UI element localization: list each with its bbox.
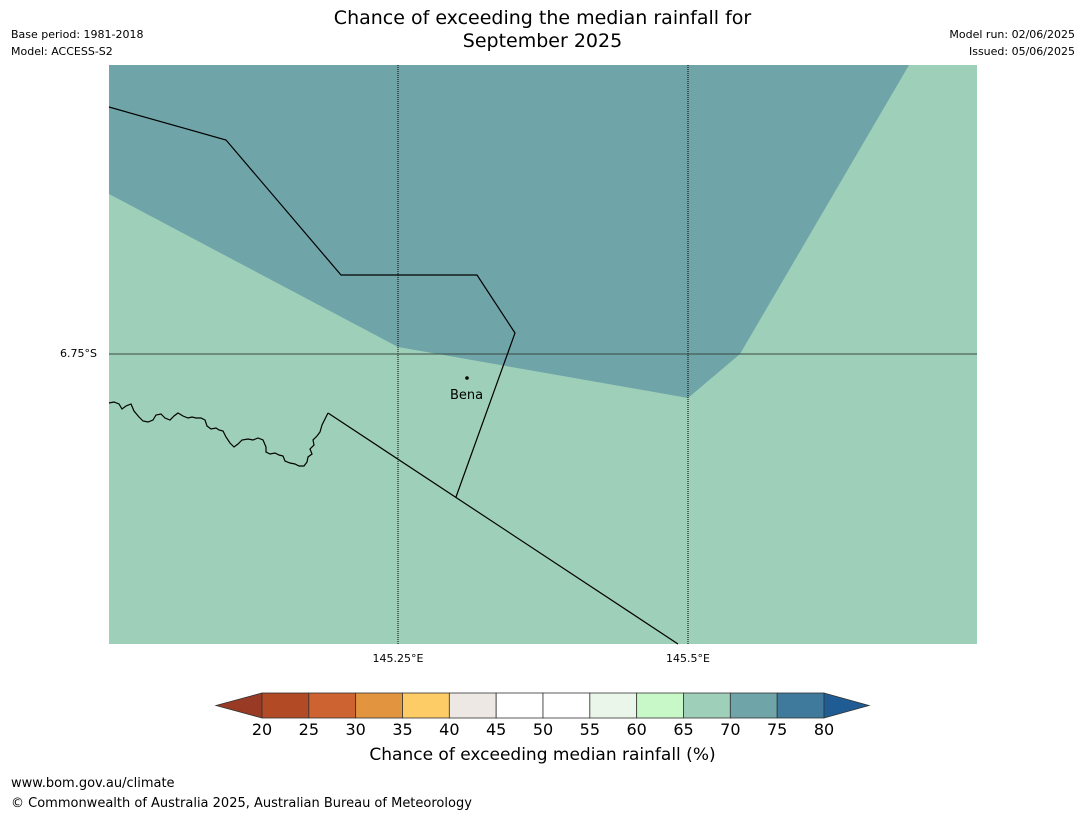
title-line-1: Chance of exceeding the median rainfall … <box>333 7 752 29</box>
colorbar-tick-45: 45 <box>485 720 507 739</box>
colorbar-tick-25: 25 <box>298 720 320 739</box>
region-70-75 <box>109 65 909 398</box>
colorbar-tick-75: 75 <box>766 720 788 739</box>
model-text: Model: ACCESS-S2 <box>11 45 113 58</box>
colorbar-tick-65: 65 <box>673 720 694 739</box>
colorbar-tick-30: 30 <box>345 720 366 739</box>
title-line-2: September 2025 <box>462 30 623 52</box>
footer-url: www.bom.gov.au/climate <box>11 776 175 791</box>
colorbar-bin-30-35 <box>355 692 403 719</box>
colorbar-tick-50: 50 <box>532 720 554 739</box>
colorbar-bin-60-65 <box>636 692 684 719</box>
colorbar-bin-50-55 <box>542 692 591 719</box>
colorbar-bin-40-45 <box>448 692 497 719</box>
colorbar-ticks: 20 25 30 35 40 45 50 55 60 65 70 75 80 <box>0 720 1085 740</box>
meta-left: Base period: 1981-2018 Model: ACCESS-S2 <box>11 26 143 60</box>
issued-text: Issued: 05/06/2025 <box>968 45 1075 58</box>
colorbar-bin-65-70 <box>683 692 731 719</box>
colorbar-tick-60: 60 <box>626 720 647 739</box>
colorbar-label: Chance of exceeding median rainfall (%) <box>369 745 716 765</box>
colorbar-bin-25-30 <box>308 692 357 719</box>
colorbar-tick-20: 20 <box>251 720 273 739</box>
coastline-boundary <box>108 401 329 467</box>
colorbar <box>214 692 871 719</box>
base-period-text: Base period: 1981-2018 <box>11 28 144 41</box>
colorbar-tick-55: 55 <box>579 720 601 739</box>
lon-label-145-25: 145.25°E <box>372 652 424 665</box>
colorbar-tick-35: 35 <box>392 720 413 739</box>
model-run-text: Model run: 02/06/2025 <box>949 28 1075 41</box>
footer-copyright: © Commonwealth of Australia 2025, Austra… <box>11 796 472 811</box>
bena-marker <box>465 376 469 380</box>
lat-label: 6.75°S <box>60 347 97 360</box>
colorbar-over-arrow <box>823 692 871 719</box>
place-label-bena: Bena <box>450 388 484 403</box>
boundary-line-south <box>327 412 679 645</box>
colorbar-tick-80: 80 <box>813 720 835 739</box>
boundary-line-north <box>108 106 516 498</box>
colorbar-bin-75-80 <box>776 692 825 719</box>
colorbar-bin-70-75 <box>729 692 778 719</box>
colorbar-tick-70: 70 <box>720 720 741 739</box>
colorbar-tick-40: 40 <box>439 720 460 739</box>
meta-right: Model run: 02/06/2025 Issued: 05/06/2025 <box>949 26 1075 60</box>
colorbar-under-arrow <box>214 692 263 719</box>
lon-label-145-5: 145.5°E <box>666 652 710 665</box>
colorbar-bin-45-50 <box>495 692 544 719</box>
colorbar-bin-35-40 <box>402 692 450 719</box>
colorbar-bin-20-25 <box>261 692 310 719</box>
chart-title: Chance of exceeding the median rainfall … <box>0 7 1085 53</box>
colorbar-bin-55-60 <box>589 692 638 719</box>
